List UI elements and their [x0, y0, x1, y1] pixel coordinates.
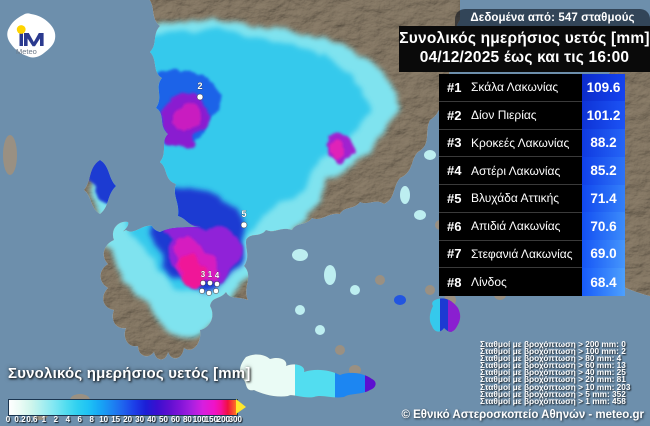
svg-text:4: 4	[215, 271, 220, 280]
svg-text:5: 5	[241, 209, 246, 219]
svg-text:2: 2	[197, 81, 202, 91]
svg-text:1: 1	[208, 270, 213, 279]
svg-text:Meteo: Meteo	[16, 47, 37, 56]
svg-text:3: 3	[201, 270, 206, 279]
